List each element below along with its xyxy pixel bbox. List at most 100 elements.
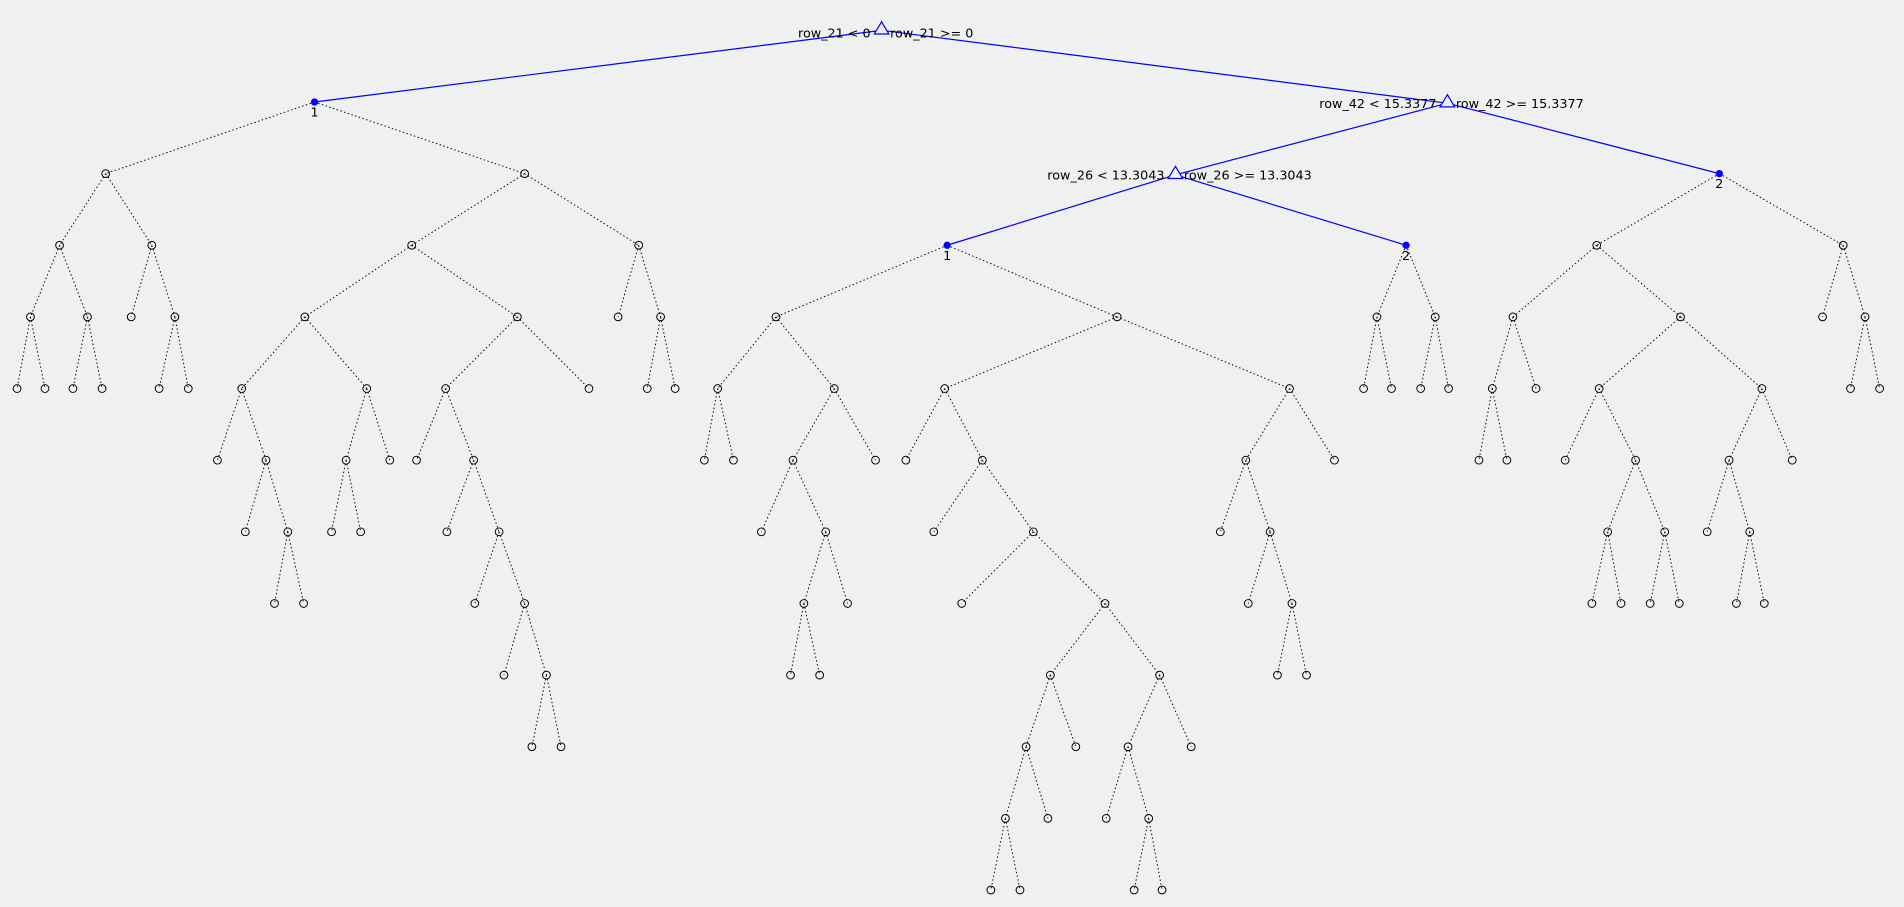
pruned-node (1045, 670, 1055, 680)
pruned-branch (790, 603, 805, 676)
pruned-branch (130, 245, 153, 318)
pruned-node (613, 312, 623, 322)
pruned-node (341, 455, 351, 465)
pruned-branch (1728, 388, 1763, 461)
pruned-branch (16, 316, 31, 389)
pruned-node (1129, 885, 1139, 895)
pruned-branch (1749, 531, 1765, 604)
pruned-node (1674, 599, 1684, 608)
pruned-node (1430, 312, 1440, 322)
pruned-node (170, 312, 180, 322)
pruned-node (83, 312, 92, 322)
split-node (1167, 165, 1184, 180)
pruned-node (1273, 670, 1282, 680)
pruned-node (494, 527, 504, 537)
pruned-branch (825, 531, 849, 604)
pruned-node (499, 670, 509, 680)
pruned-node (1186, 742, 1196, 752)
pruned-node (1660, 527, 1670, 537)
pruned-node (1818, 312, 1827, 322)
pruned-node (520, 599, 529, 608)
pruned-branch (1491, 316, 1514, 389)
branch (946, 174, 1176, 246)
pruned-node (441, 384, 451, 393)
pruned-node (327, 527, 336, 537)
pruned-branch (1133, 818, 1150, 891)
pruned-node (299, 599, 308, 608)
pruned-node (1157, 885, 1167, 895)
leaf-node (1715, 169, 1724, 178)
pruned-node (1846, 384, 1855, 393)
split-label-right: row_21 >= 0 (890, 27, 973, 42)
pruned-branch (1004, 746, 1027, 819)
pruned-branch (1363, 316, 1378, 389)
pruned-node (542, 670, 551, 680)
pruned-node (1724, 455, 1734, 465)
pruned-branch (445, 316, 518, 389)
pruned-branch (1127, 746, 1150, 819)
pruned-branch (29, 245, 61, 318)
pruned-branch (1434, 316, 1450, 389)
pruned-branch (446, 460, 475, 532)
pruned-branch (1649, 531, 1666, 604)
pruned-node (12, 384, 22, 393)
pruned-branch (1116, 316, 1290, 389)
pruned-branch (1864, 316, 1881, 389)
pruned-node (1287, 599, 1297, 608)
pruned-node (213, 455, 222, 465)
pruned-node (1265, 527, 1275, 537)
pruned-node (699, 455, 709, 465)
split-node (873, 20, 890, 35)
pruned-node (1702, 527, 1712, 537)
pruned-branch (933, 459, 983, 533)
pruned-branch (524, 173, 639, 246)
pruned-branch (1706, 460, 1730, 532)
pruned-branch (1680, 316, 1763, 389)
pruned-node (300, 312, 310, 322)
pruned-branch (72, 316, 88, 389)
pruned-node (26, 312, 35, 322)
pruned-node (656, 312, 665, 322)
pruned-node (1416, 384, 1426, 393)
pruned-branch (241, 388, 267, 461)
pruned-node (1155, 670, 1164, 680)
leaf-node (943, 241, 951, 249)
split-label-left: row_26 < 13.3043 (1047, 169, 1164, 184)
pruned-node (584, 384, 594, 393)
pruned-branch (1245, 460, 1271, 532)
pruned-node (68, 384, 78, 393)
pruned-node (1631, 455, 1640, 465)
pruned-branch (717, 388, 734, 461)
pruned-node (1444, 384, 1453, 393)
pruned-branch (59, 245, 88, 318)
leaf-label: 1 (310, 106, 318, 121)
pruned-node (986, 885, 996, 895)
pruned-node (940, 384, 950, 393)
pruned-branch (1405, 245, 1436, 318)
pruned-branch (545, 674, 562, 747)
pruned-branch (216, 388, 243, 461)
pruned-node (512, 312, 522, 322)
branch (1175, 102, 1448, 176)
pruned-node (1043, 813, 1053, 823)
pruned-branch (1719, 173, 1844, 246)
pruned-branch (944, 316, 1118, 389)
pruned-node (1112, 312, 1122, 322)
pruned-branch (345, 388, 368, 461)
pruned-node (871, 455, 880, 465)
pruned-branch (1512, 244, 1598, 318)
pruned-node (520, 169, 529, 179)
branch (881, 29, 1448, 104)
pruned-node (1603, 527, 1613, 537)
pruned-node (799, 599, 809, 608)
pruned-node (1215, 527, 1225, 537)
pruned-node (1875, 384, 1885, 393)
pruned-branch (411, 173, 525, 246)
pruned-branch (498, 531, 526, 604)
pruned-branch (366, 388, 391, 461)
pruned-branch (158, 316, 176, 389)
pruned-branch (1033, 531, 1106, 604)
pruned-node (1330, 455, 1339, 465)
pruned-branch (1491, 388, 1508, 461)
pruned-branch (411, 244, 518, 318)
